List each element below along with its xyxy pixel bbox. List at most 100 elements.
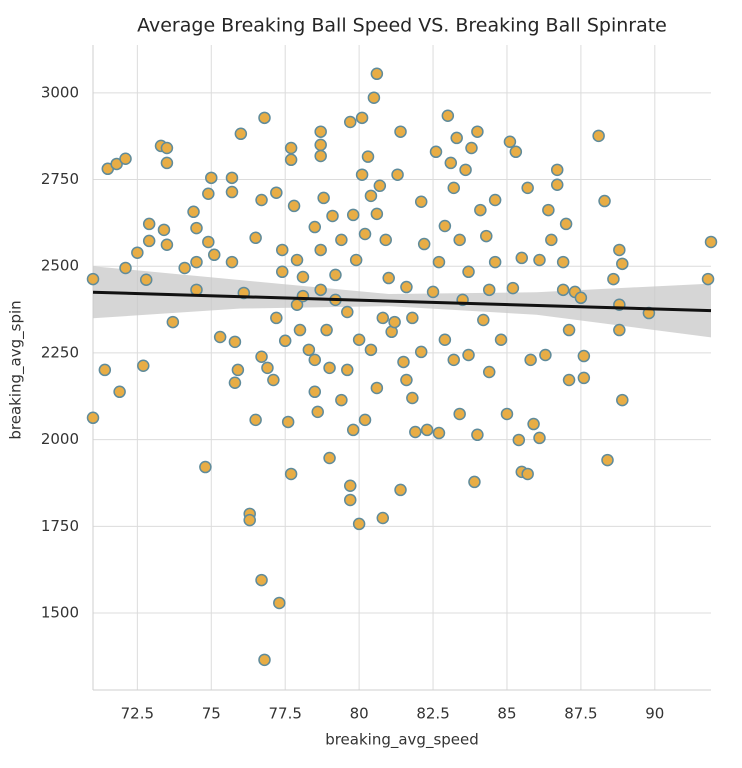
regression-line — [92, 290, 712, 313]
point — [314, 283, 327, 297]
point — [284, 153, 298, 167]
point — [344, 115, 357, 129]
point — [273, 596, 286, 610]
point — [432, 426, 446, 440]
point — [270, 311, 283, 325]
point — [160, 141, 174, 155]
point — [364, 189, 378, 203]
point — [364, 343, 378, 357]
point — [284, 141, 298, 155]
point — [400, 280, 413, 294]
point — [119, 261, 132, 275]
point — [199, 460, 212, 474]
point — [388, 315, 401, 329]
point — [556, 283, 570, 297]
point — [370, 207, 384, 221]
point — [562, 373, 576, 387]
point — [482, 283, 496, 297]
point — [477, 313, 490, 327]
point — [98, 363, 112, 377]
point — [471, 125, 484, 138]
point — [166, 315, 180, 329]
point — [462, 348, 475, 362]
point — [414, 345, 428, 359]
x-tick-label: 90 — [645, 705, 664, 723]
point — [394, 125, 407, 138]
point — [317, 191, 330, 205]
point — [488, 193, 502, 207]
point — [160, 156, 174, 170]
x-tick-label: 87.5 — [564, 705, 597, 723]
point — [314, 243, 327, 257]
point — [284, 467, 298, 481]
point — [406, 391, 419, 405]
point — [207, 248, 221, 262]
point — [512, 433, 526, 447]
point — [225, 185, 239, 199]
point — [503, 135, 517, 148]
x-axis-label: breaking_avg_speed — [325, 731, 479, 750]
x-tick-label: 75 — [202, 705, 221, 723]
point — [131, 246, 144, 259]
point — [302, 343, 316, 357]
chart-title: Average Breaking Ball Speed VS. Breaking… — [137, 15, 667, 37]
point — [397, 355, 410, 369]
point — [349, 253, 363, 267]
point — [352, 333, 366, 347]
point — [255, 193, 268, 207]
point — [559, 217, 573, 231]
point — [400, 373, 413, 387]
y-tick-label: 2500 — [41, 257, 79, 275]
point — [382, 271, 395, 285]
point — [86, 272, 100, 286]
point — [521, 181, 534, 195]
point — [249, 231, 262, 245]
point — [409, 425, 422, 439]
point — [258, 111, 271, 125]
point — [160, 238, 174, 251]
point — [438, 219, 452, 233]
point — [308, 385, 322, 399]
point — [344, 493, 357, 507]
x-tick-label: 85 — [497, 705, 516, 723]
point — [190, 221, 203, 235]
point — [482, 365, 496, 379]
point — [231, 363, 245, 377]
point — [213, 330, 227, 344]
point — [202, 235, 215, 249]
y-tick-label: 3000 — [41, 83, 79, 101]
point — [113, 385, 126, 399]
point — [471, 428, 484, 442]
point — [341, 363, 354, 377]
point — [346, 208, 360, 222]
point — [462, 265, 475, 279]
point — [607, 272, 620, 286]
point — [290, 253, 304, 267]
point — [613, 323, 626, 337]
point — [296, 270, 310, 284]
point — [335, 233, 348, 247]
x-tick-label: 72.5 — [121, 705, 154, 723]
point — [308, 353, 322, 367]
point — [119, 152, 132, 165]
y-tick-label: 1750 — [41, 517, 79, 535]
point — [527, 417, 540, 431]
point — [267, 373, 280, 387]
point — [314, 125, 327, 138]
point — [234, 127, 248, 141]
point — [444, 156, 458, 170]
point — [86, 411, 100, 425]
point — [205, 171, 218, 185]
point — [329, 268, 342, 282]
point — [335, 393, 348, 407]
point — [494, 333, 508, 347]
point — [278, 334, 292, 348]
point — [323, 361, 336, 375]
point — [429, 145, 443, 159]
point — [270, 186, 283, 199]
point — [314, 149, 327, 163]
x-tick-label: 77.5 — [268, 705, 301, 723]
point — [249, 413, 262, 427]
point — [341, 305, 354, 319]
point — [414, 195, 428, 208]
